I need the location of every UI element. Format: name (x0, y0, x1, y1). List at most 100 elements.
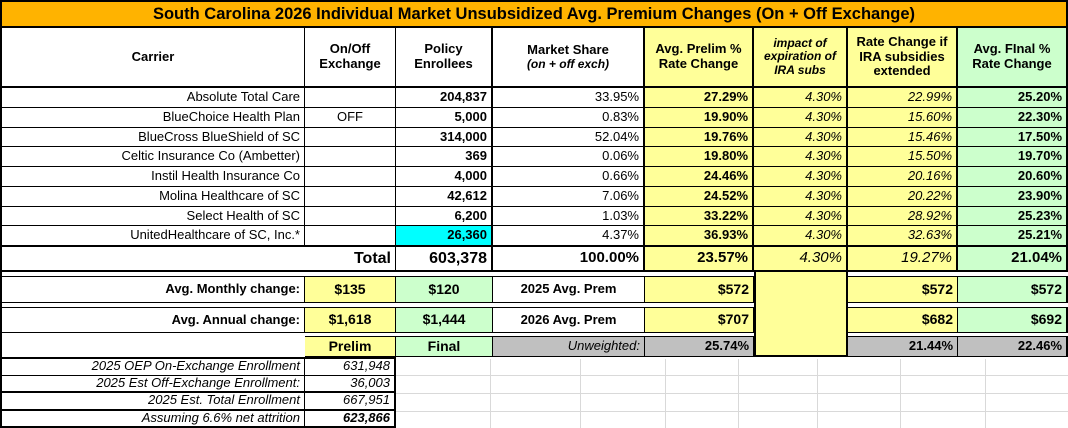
cell-rate-if[interactable]: 20.22% (848, 186, 958, 206)
cell-prelim[interactable]: 19.80% (645, 147, 754, 166)
note-value[interactable]: 36,003 (305, 375, 396, 391)
cell-rate-if[interactable]: 32.63% (848, 226, 958, 245)
cell-on-off[interactable] (305, 147, 396, 166)
prem-2025-prelim[interactable]: $572 (645, 276, 754, 303)
monthly-final-amount[interactable]: $120 (396, 276, 493, 303)
cell-prelim[interactable]: 24.46% (645, 167, 754, 186)
header-rate-if-extended[interactable]: Rate Change if IRA subsidies extended (848, 28, 958, 86)
cell-on-off[interactable] (305, 186, 396, 206)
cell-final[interactable]: 22.30% (958, 107, 1068, 127)
cell-market-share[interactable]: 4.37% (493, 226, 645, 245)
annual-label[interactable]: Avg. Annual change: (2, 307, 305, 333)
cell-final[interactable]: 20.60% (958, 167, 1068, 186)
cell-final[interactable]: 19.70% (958, 147, 1068, 166)
cell-market-share[interactable]: 33.95% (493, 88, 645, 107)
header-avg-prelim[interactable]: Avg. Prelim % Rate Change (645, 28, 754, 86)
cell-impact[interactable]: 4.30% (754, 226, 848, 245)
header-impact-ira[interactable]: impact of expiration of IRA subs (754, 28, 848, 86)
cell-carrier[interactable]: BlueCross BlueShield of SC (2, 127, 305, 147)
cell-rate-if[interactable]: 22.99% (848, 88, 958, 107)
cell-rate-if[interactable]: 28.92% (848, 206, 958, 226)
cell-enrollees-highlighted[interactable]: 26,360 (396, 226, 493, 245)
cell-carrier[interactable]: BlueChoice Health Plan (2, 107, 305, 127)
cell-enrollees[interactable]: 5,000 (396, 107, 493, 127)
total-enrollees[interactable]: 603,378 (396, 247, 493, 270)
final-tag[interactable]: Final (396, 336, 493, 357)
cell-market-share[interactable]: 7.06% (493, 186, 645, 206)
cell-carrier[interactable]: Select Health of SC (2, 206, 305, 226)
note-value[interactable]: 631,948 (305, 359, 396, 375)
cell-rate-if[interactable]: 15.60% (848, 107, 958, 127)
header-policy-enrollees[interactable]: Policy Enrollees (396, 28, 493, 86)
cell-carrier[interactable]: Absolute Total Care (2, 88, 305, 107)
cell-prelim[interactable]: 27.29% (645, 88, 754, 107)
header-market-share[interactable]: Market Share (on + off exch) (493, 28, 645, 86)
cell-on-off[interactable] (305, 226, 396, 245)
unweighted-label[interactable]: Unweighted: (493, 336, 645, 357)
header-on-off-exchange[interactable]: On/Off Exchange (305, 28, 396, 86)
cell-market-share[interactable]: 0.83% (493, 107, 645, 127)
cell-on-off[interactable] (305, 206, 396, 226)
cell-enrollees[interactable]: 4,000 (396, 167, 493, 186)
annual-prelim-amount[interactable]: $1,618 (305, 307, 396, 333)
prem-2026-prelim[interactable]: $707 (645, 307, 754, 333)
cell-impact[interactable]: 4.30% (754, 186, 848, 206)
header-avg-final[interactable]: Avg. FInal % Rate Change (958, 28, 1068, 86)
cell-on-off[interactable] (305, 167, 396, 186)
note-value[interactable]: 667,951 (305, 393, 396, 409)
cell-on-off[interactable]: OFF (305, 107, 396, 127)
header-carrier[interactable]: Carrier (2, 28, 305, 86)
note-label[interactable]: 2025 OEP On-Exchange Enrollment (2, 359, 305, 375)
cell-enrollees[interactable]: 6,200 (396, 206, 493, 226)
unweighted-rate-if[interactable]: 21.44% (848, 336, 958, 357)
cell-on-off[interactable] (305, 127, 396, 147)
prelim-tag[interactable]: Prelim (305, 336, 396, 357)
note-label[interactable]: Assuming 6.6% net attrition (2, 410, 305, 426)
cell-carrier[interactable]: Instil Health Insurance Co (2, 167, 305, 186)
prem-2026-final[interactable]: $692 (958, 307, 1068, 333)
prem-2026-rate-if[interactable]: $682 (848, 307, 958, 333)
unweighted-prelim[interactable]: 25.74% (645, 336, 754, 357)
note-label[interactable]: 2025 Est Off-Exchange Enrollment: (2, 375, 305, 391)
cell-rate-if[interactable]: 15.46% (848, 127, 958, 147)
cell-final[interactable]: 17.50% (958, 127, 1068, 147)
total-impact[interactable]: 4.30% (754, 247, 848, 270)
cell-impact[interactable]: 4.30% (754, 88, 848, 107)
cell-rate-if[interactable]: 15.50% (848, 147, 958, 166)
cell-enrollees[interactable]: 42,612 (396, 186, 493, 206)
total-prelim[interactable]: 23.57% (645, 247, 754, 270)
annual-final-amount[interactable]: $1,444 (396, 307, 493, 333)
label-2025-avg-prem[interactable]: 2025 Avg. Prem (493, 276, 645, 303)
prem-2025-final[interactable]: $572 (958, 276, 1068, 303)
merged-impact-cell[interactable] (754, 272, 848, 357)
cell-market-share[interactable]: 0.06% (493, 147, 645, 166)
total-final[interactable]: 21.04% (958, 247, 1068, 270)
monthly-label[interactable]: Avg. Monthly change: (2, 276, 305, 303)
total-market-share[interactable]: 100.00% (493, 247, 645, 270)
cell-final[interactable]: 23.90% (958, 186, 1068, 206)
note-value-attrition[interactable]: 623,866 (305, 410, 396, 426)
cell-enrollees[interactable]: 369 (396, 147, 493, 166)
cell-on-off[interactable] (305, 88, 396, 107)
monthly-prelim-amount[interactable]: $135 (305, 276, 396, 303)
cell-carrier[interactable]: Molina Healthcare of SC (2, 186, 305, 206)
sheet-title[interactable]: South Carolina 2026 Individual Market Un… (2, 2, 1068, 28)
cell-prelim[interactable]: 24.52% (645, 186, 754, 206)
cell-prelim[interactable]: 36.93% (645, 226, 754, 245)
cell-prelim[interactable]: 19.76% (645, 127, 754, 147)
cell-market-share[interactable]: 52.04% (493, 127, 645, 147)
cell-impact[interactable]: 4.30% (754, 147, 848, 166)
cell-prelim[interactable]: 19.90% (645, 107, 754, 127)
prem-2025-rate-if[interactable]: $572 (848, 276, 958, 303)
label-2026-avg-prem[interactable]: 2026 Avg. Prem (493, 307, 645, 333)
cell-final[interactable]: 25.20% (958, 88, 1068, 107)
cell-impact[interactable]: 4.30% (754, 107, 848, 127)
cell-prelim[interactable]: 33.22% (645, 206, 754, 226)
cell-market-share[interactable]: 0.66% (493, 167, 645, 186)
note-label[interactable]: 2025 Est. Total Enrollment (2, 393, 305, 409)
cell-carrier[interactable]: Celtic Insurance Co (Ambetter) (2, 147, 305, 166)
cell-impact[interactable]: 4.30% (754, 127, 848, 147)
unweighted-final[interactable]: 22.46% (958, 336, 1068, 357)
cell-final[interactable]: 25.21% (958, 226, 1068, 245)
cell-carrier[interactable]: UnitedHealthcare of SC, Inc.* (2, 226, 305, 245)
